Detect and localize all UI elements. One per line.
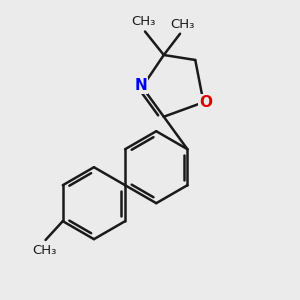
Text: O: O bbox=[200, 95, 212, 110]
Text: CH₃: CH₃ bbox=[170, 18, 195, 31]
Text: CH₃: CH₃ bbox=[32, 244, 56, 257]
Text: CH₃: CH₃ bbox=[131, 15, 156, 28]
Text: N: N bbox=[134, 78, 147, 93]
